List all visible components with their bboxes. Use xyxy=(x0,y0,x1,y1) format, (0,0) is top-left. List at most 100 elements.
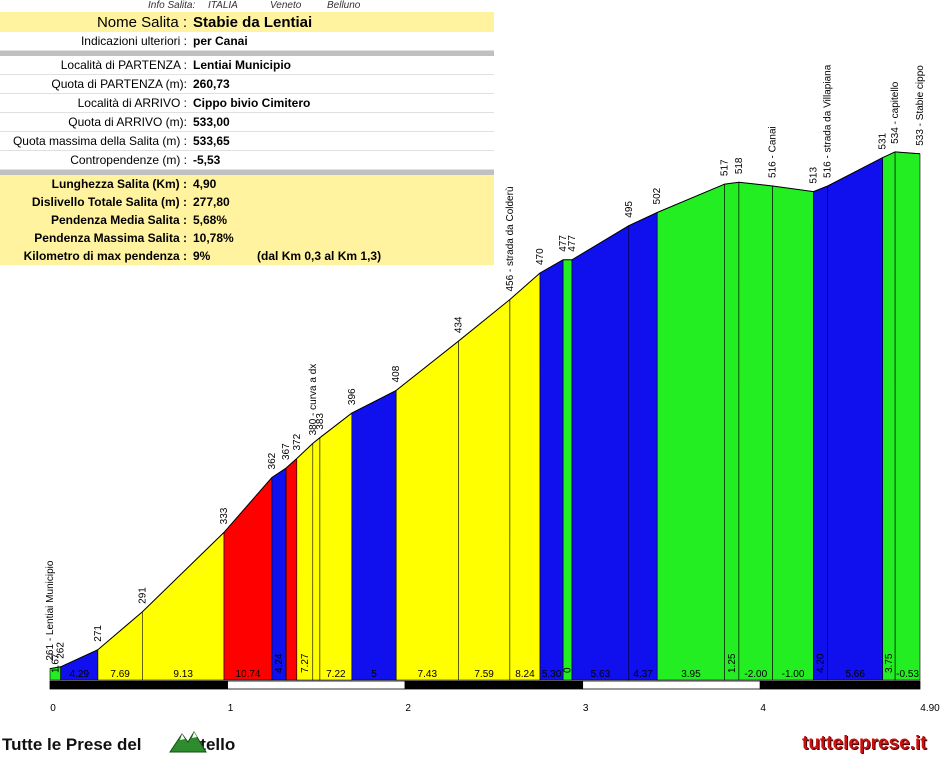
point-label: 517 xyxy=(720,159,731,176)
profile-segment xyxy=(539,259,564,681)
profile-segment xyxy=(285,457,298,681)
km-bar-segment xyxy=(404,680,584,690)
point-label: 495 xyxy=(624,201,635,218)
point-label: 362 xyxy=(267,452,278,469)
point-label: 516 - Canai xyxy=(768,126,779,178)
slope-label: 3.95 xyxy=(681,669,701,680)
profile-segment xyxy=(882,151,896,681)
slope-label: 1.67 xyxy=(50,653,61,673)
profile-segment xyxy=(571,225,630,681)
row-label: Quota di PARTENZA (m): xyxy=(0,74,190,94)
profile-segment xyxy=(296,442,314,681)
profile-segment xyxy=(772,185,814,681)
profile-segment xyxy=(319,412,353,681)
x-tick-label: 4 xyxy=(760,703,766,714)
point-label: 534 - capitello xyxy=(890,81,901,144)
stat-label: Pendenza Massima Salita : xyxy=(0,229,190,247)
slope-label: 7.59 xyxy=(474,669,494,680)
slope-label: 4.37 xyxy=(633,669,653,680)
profile-segment xyxy=(827,157,884,681)
profile-segment xyxy=(351,389,397,681)
extra-label: Indicazioni ulteriori : xyxy=(0,32,190,51)
point-label: 518 xyxy=(734,157,745,174)
province: Belluno xyxy=(327,0,361,11)
slope-label: 10.74 xyxy=(235,669,260,680)
stat-value: 277,80 xyxy=(190,193,494,211)
profile-segment xyxy=(724,181,740,681)
slope-label: 7.69 xyxy=(110,669,130,680)
profile-segment xyxy=(395,340,459,681)
mountain-logo-icon xyxy=(169,731,207,753)
slope-label: 5.63 xyxy=(591,669,611,680)
point-label: 434 xyxy=(453,316,464,333)
point-label: 367 xyxy=(281,443,292,460)
country: ITALIA xyxy=(208,0,238,11)
profile-segment xyxy=(656,183,726,681)
separator xyxy=(0,50,494,56)
point-label: 383 xyxy=(315,413,326,430)
point-label: 456 - strada da Colderù xyxy=(505,186,516,291)
km-bar-segment xyxy=(227,680,406,690)
stat-value: 10,78% xyxy=(190,229,494,247)
profile-segment xyxy=(458,298,511,681)
point-label: 502 xyxy=(652,187,663,204)
stat-value: 5,68% xyxy=(190,211,494,229)
left-logo-text: Tutte le Prese del xyxy=(2,735,142,754)
title-label: Nome Salita : xyxy=(0,12,190,32)
x-tick-label: 2 xyxy=(405,703,411,714)
x-tick-label: 0 xyxy=(50,703,56,714)
row-label: Località di ARRIVO : xyxy=(0,93,190,113)
profile-segment xyxy=(312,437,321,681)
row-value: 260,73 xyxy=(190,74,494,94)
row-value: 533,00 xyxy=(190,112,494,132)
info-label: Info Salita: xyxy=(148,0,196,11)
slope-label: 8.24 xyxy=(515,669,535,680)
point-label: 477 xyxy=(558,235,569,252)
slope-label: 7.27 xyxy=(300,653,311,673)
point-label: 261 - Lentiai Municipio xyxy=(45,560,56,660)
profile-segment xyxy=(509,272,541,681)
slope-label: 4.24 xyxy=(274,653,285,673)
row-label: Contropendenze (m) : xyxy=(0,150,190,170)
right-logo: tutteleprese.it xyxy=(802,733,927,754)
km-bar-segment xyxy=(49,680,228,690)
point-label: 516 - strada da Villapiana xyxy=(823,64,834,178)
stat-value: 9% xyxy=(193,249,211,263)
point-label: 477 xyxy=(567,235,578,252)
profile-segment xyxy=(628,212,658,681)
profile-segment xyxy=(813,185,829,681)
profile-segment xyxy=(141,531,225,681)
stat-value-row: 9% (dal Km 0,3 al Km 1,3) xyxy=(190,247,494,265)
slope-label: -2.00 xyxy=(744,669,767,680)
profile-segment xyxy=(271,467,287,681)
x-tick-label: 1 xyxy=(228,703,234,714)
point-label: 470 xyxy=(535,248,546,265)
row-value: 533,65 xyxy=(190,131,494,151)
climb-info-table: Nome Salita : Stabie da Lentiai Indicazi… xyxy=(0,12,494,265)
extra-value: per Canai xyxy=(190,32,494,51)
slope-label: 5 xyxy=(371,669,377,680)
slope-label: -1.00 xyxy=(782,669,805,680)
stat-label: Pendenza Media Salita : xyxy=(0,211,190,229)
point-label: 262 xyxy=(56,642,67,659)
row-label: Quota di ARRIVO (m): xyxy=(0,112,190,132)
slope-label: -0.53 xyxy=(896,669,919,680)
point-label: 380 - curva a dx xyxy=(308,364,319,436)
stat-label: Lunghezza Salita (Km) : xyxy=(0,175,190,193)
x-tick-label: 4.90 xyxy=(920,703,940,714)
region: Veneto xyxy=(270,0,302,11)
point-label: 533 - Stabie cippo xyxy=(915,65,926,146)
point-label: 531 xyxy=(878,132,889,149)
row-label: Località di PARTENZA : xyxy=(0,56,190,75)
slope-label: 4.20 xyxy=(816,653,827,673)
point-label: 396 xyxy=(347,388,358,405)
stat-label: Kilometro di max pendenza : xyxy=(0,247,190,265)
point-label: 372 xyxy=(292,433,303,450)
km-bar-segment xyxy=(759,680,921,690)
slope-label: 7.22 xyxy=(326,669,346,680)
row-value: Cippo bivio Cimitero xyxy=(190,93,494,113)
row-label: Quota massima della Salita (m) : xyxy=(0,131,190,151)
profile-segment xyxy=(738,181,773,681)
slope-label: 7.43 xyxy=(418,669,438,680)
